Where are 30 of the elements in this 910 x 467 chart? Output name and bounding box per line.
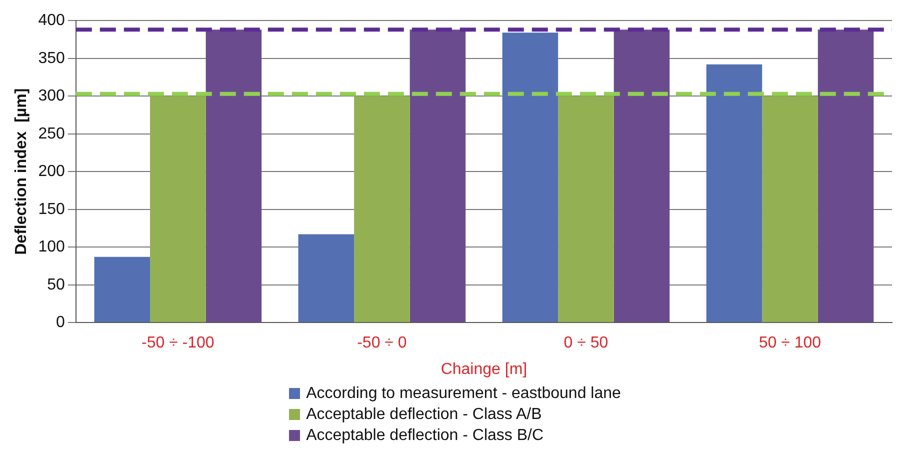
y-tick-label: 200 <box>38 163 65 180</box>
legend-label: According to measurement - eastbound lane <box>306 384 621 402</box>
x-tick-label: -50 ÷ -100 <box>141 334 214 352</box>
bar <box>818 30 874 322</box>
y-axis-title: Deflection index [µm] <box>13 88 30 255</box>
bar <box>354 96 410 322</box>
x-tick-label: 50 ÷ 100 <box>758 334 822 352</box>
y-tick-label: 50 <box>47 276 65 294</box>
bar <box>410 30 466 322</box>
bar <box>150 96 206 322</box>
y-tick-label: 250 <box>38 125 65 142</box>
y-tick-label: 150 <box>38 200 65 218</box>
y-tick-label: 300 <box>38 88 65 105</box>
bar <box>94 256 150 322</box>
bar <box>502 32 558 322</box>
bar <box>614 30 670 322</box>
y-tick-label: 350 <box>38 50 65 67</box>
legend-label: Acceptable deflection - Class A/B <box>306 406 542 424</box>
bar <box>762 96 818 322</box>
legend-label: Acceptable deflection - Class B/C <box>306 426 544 444</box>
bar <box>298 234 354 322</box>
y-tick-label: 0 <box>56 314 65 332</box>
x-tick-label: -50 ÷ 0 <box>357 334 407 352</box>
bar <box>706 64 762 322</box>
x-tick-label: 0 ÷ 50 <box>564 334 608 352</box>
x-axis-title: Chainge [m] <box>440 360 528 378</box>
y-tick-label: 100 <box>38 238 65 256</box>
y-tick-label: 400 <box>38 12 65 30</box>
bar <box>558 96 614 322</box>
bar <box>206 30 262 322</box>
